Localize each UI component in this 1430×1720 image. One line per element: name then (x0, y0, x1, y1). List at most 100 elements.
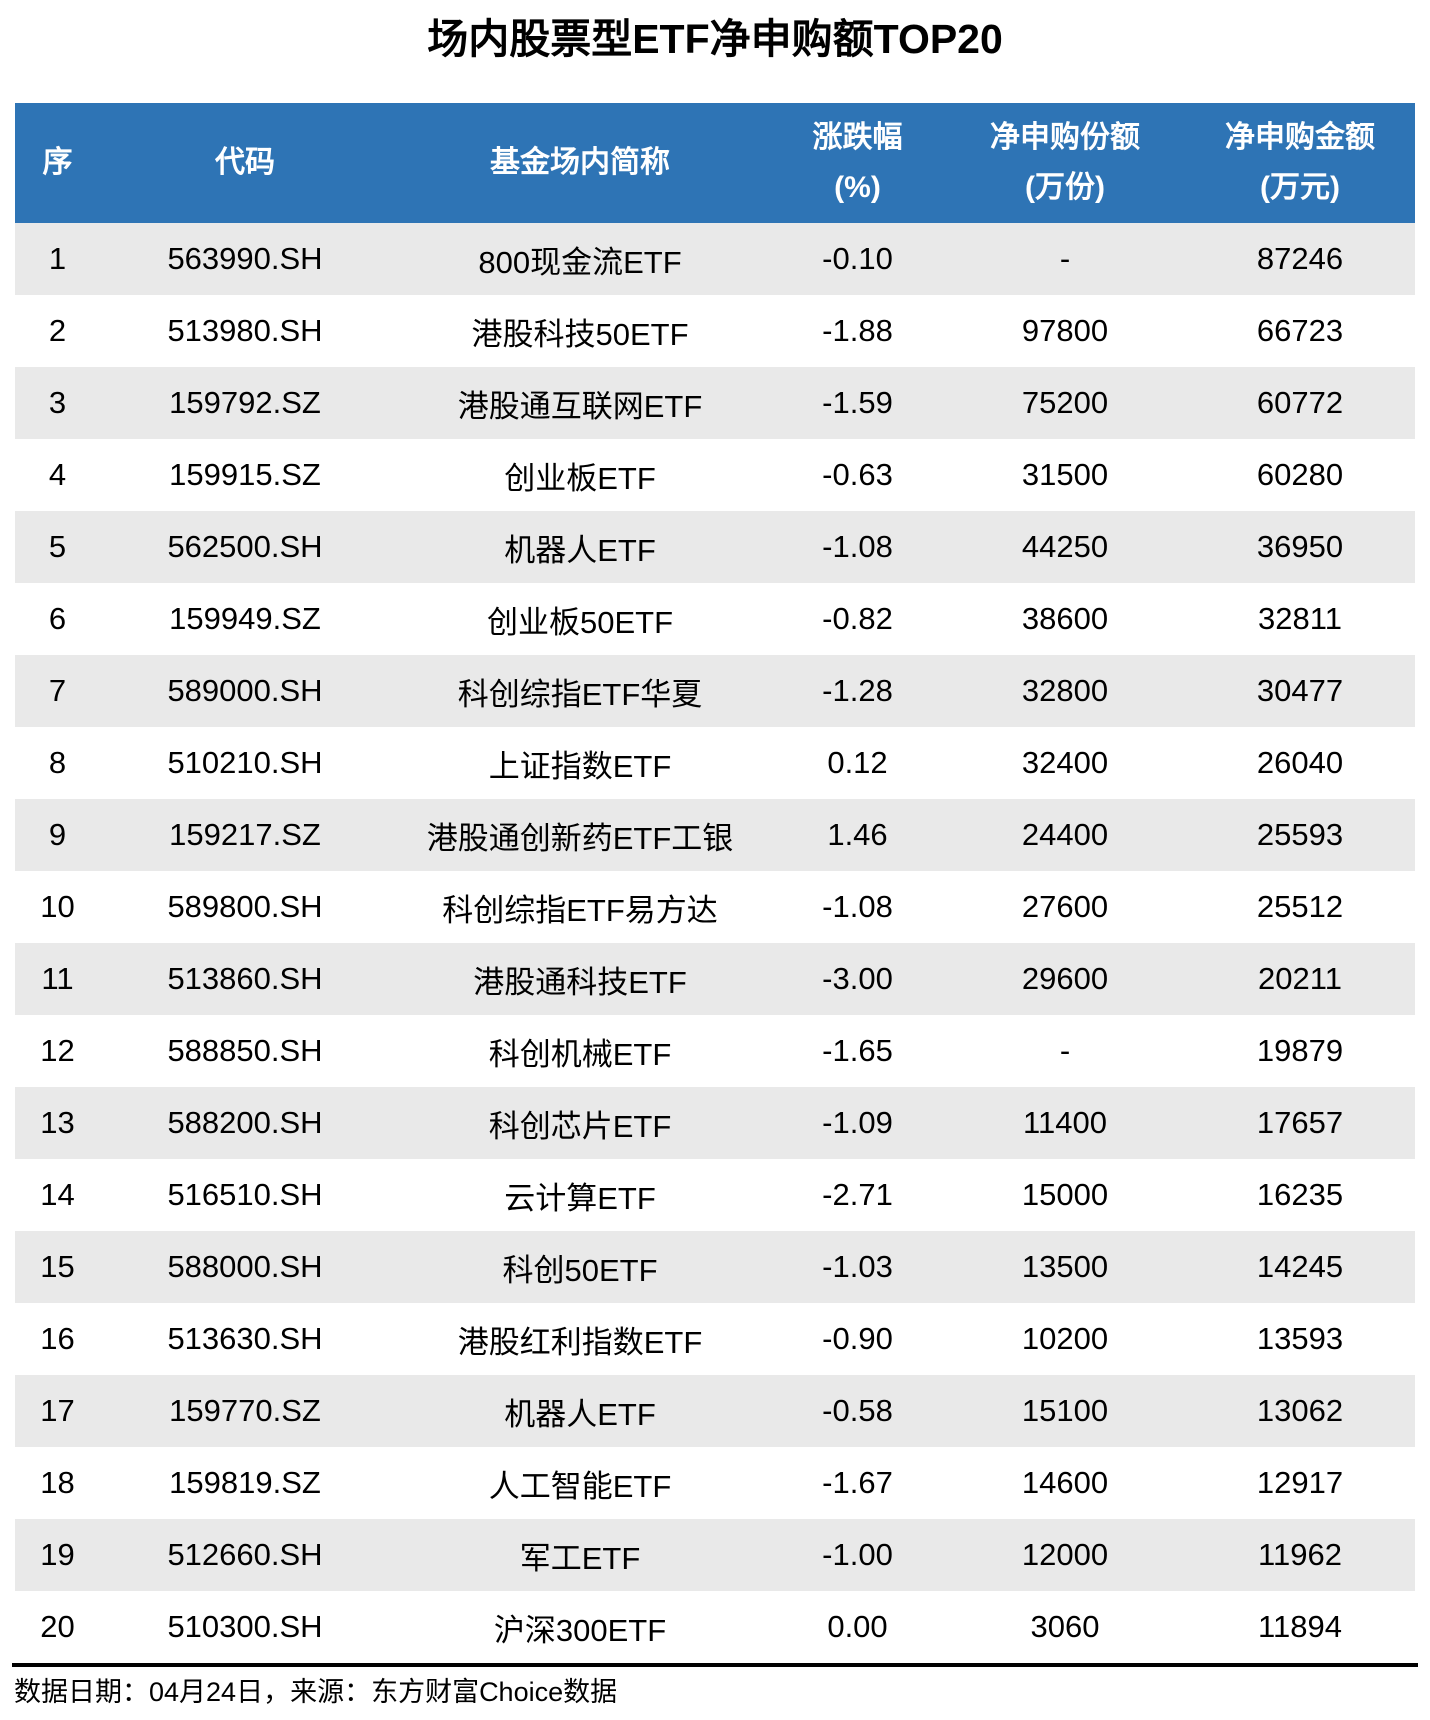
cell-amount: 11894 (1258, 1609, 1342, 1644)
cell-name: 港股通互联网ETF (457, 388, 703, 424)
cell-name: 港股通创新药ETF工银 (426, 820, 734, 856)
table-row: 8 510210.SH 上证指数ETF 0.12 32400 26040 (15, 727, 1415, 799)
cell-name: 港股通科技ETF (473, 964, 687, 1000)
cell-rank: 20 (40, 1609, 75, 1644)
col-header-amount: 净申购金额 (万元) (1185, 103, 1415, 223)
cell-amount: 16235 (1256, 1177, 1344, 1212)
cell-name: 机器人ETF (504, 532, 656, 568)
cell-change: -0.63 (822, 457, 893, 492)
cell-shares: 29600 (1021, 961, 1109, 996)
cell-code: 513630.SH (167, 1321, 323, 1356)
cell-shares: 75200 (1021, 385, 1109, 420)
cell-rank: 18 (40, 1465, 75, 1500)
cell-code: 562500.SH (167, 529, 323, 564)
cell-amount: 13062 (1256, 1393, 1344, 1428)
col-header-name: 基金场内简称 (390, 103, 770, 223)
table-row: 4 159915.SZ 创业板ETF -0.63 31500 60280 (15, 439, 1415, 511)
cell-shares: - (1059, 1033, 1071, 1068)
table-row: 2 513980.SH 港股科技50ETF -1.88 97800 66723 (15, 295, 1415, 367)
cell-change: -3.00 (822, 961, 893, 996)
cell-code: 510210.SH (167, 745, 323, 780)
cell-name: 科创综指ETF华夏 (457, 676, 703, 712)
cell-name: 创业板ETF (504, 460, 656, 496)
cell-shares: 32800 (1021, 673, 1109, 708)
cell-rank: 12 (40, 1033, 75, 1068)
table-row: 5 562500.SH 机器人ETF -1.08 44250 36950 (15, 511, 1415, 583)
cell-change: -0.10 (822, 241, 893, 276)
cell-name: 科创50ETF (502, 1252, 658, 1288)
cell-change: -1.65 (822, 1033, 893, 1068)
cell-name: 军工ETF (519, 1540, 641, 1576)
header-row: 序 代码 基金场内简称 涨跌幅 (%) 净申购份额 (万份) (15, 103, 1415, 223)
col-header-amount-unit: (万元) (1260, 171, 1340, 204)
cell-amount: 60280 (1256, 457, 1344, 492)
cell-code: 513860.SH (167, 961, 323, 996)
cell-rank: 6 (48, 601, 67, 636)
cell-change: -1.00 (822, 1537, 893, 1572)
table-row: 16 513630.SH 港股红利指数ETF -0.90 10200 13593 (15, 1303, 1415, 1375)
cell-change: -1.28 (822, 673, 893, 708)
cell-code: 563990.SH (167, 241, 323, 276)
table-row: 7 589000.SH 科创综指ETF华夏 -1.28 32800 30477 (15, 655, 1415, 727)
cell-amount: 60772 (1256, 385, 1344, 420)
cell-name: 机器人ETF (504, 1396, 656, 1432)
table-row: 6 159949.SZ 创业板50ETF -0.82 38600 32811 (15, 583, 1415, 655)
col-header-rank: 序 (15, 103, 100, 223)
cell-code: 589800.SH (167, 889, 323, 924)
col-header-code: 代码 (100, 103, 390, 223)
table-row: 1 563990.SH 800现金流ETF -0.10 - 87246 (15, 223, 1415, 295)
table-row: 17 159770.SZ 机器人ETF -0.58 15100 13062 (15, 1375, 1415, 1447)
cell-change: -1.88 (822, 313, 893, 348)
cell-name: 沪深300ETF (493, 1612, 667, 1648)
cell-shares: 15000 (1021, 1177, 1109, 1212)
cell-rank: 3 (48, 385, 67, 420)
col-header-change-label: 涨跌幅 (812, 121, 903, 154)
cell-code: 513980.SH (167, 313, 323, 348)
footer: 数据日期：04月24日，来源：东方财富Choice数据 (12, 1663, 1418, 1709)
cell-change: -2.71 (822, 1177, 893, 1212)
cell-code: 512660.SH (167, 1537, 323, 1572)
cell-change: -1.08 (822, 889, 893, 924)
col-header-name-label: 基金场内简称 (490, 146, 670, 179)
cell-shares: - (1059, 241, 1071, 276)
cell-shares: 14600 (1021, 1465, 1109, 1500)
cell-shares: 44250 (1021, 529, 1109, 564)
cell-shares: 24400 (1021, 817, 1109, 852)
cell-code: 589000.SH (167, 673, 323, 708)
cell-change: 0.00 (827, 1609, 888, 1644)
table-row: 9 159217.SZ 港股通创新药ETF工银 1.46 24400 25593 (15, 799, 1415, 871)
table-row: 11 513860.SH 港股通科技ETF -3.00 29600 20211 (15, 943, 1415, 1015)
cell-code: 588000.SH (167, 1249, 323, 1284)
cell-amount: 25593 (1256, 817, 1344, 852)
cell-code: 159819.SZ (169, 1465, 321, 1500)
cell-rank: 15 (40, 1249, 75, 1284)
page-title: 场内股票型ETF净申购额TOP20 (427, 16, 1003, 62)
cell-change: 0.12 (827, 745, 888, 780)
cell-amount: 12917 (1256, 1465, 1344, 1500)
cell-code: 588200.SH (167, 1105, 323, 1140)
cell-name: 创业板50ETF (486, 604, 674, 640)
col-header-code-label: 代码 (215, 146, 275, 179)
cell-change: -1.08 (822, 529, 893, 564)
cell-rank: 17 (40, 1393, 75, 1428)
cell-amount: 13593 (1256, 1321, 1344, 1356)
cell-amount: 32811 (1258, 601, 1342, 636)
cell-amount: 19879 (1256, 1033, 1344, 1068)
col-header-shares-unit: (万份) (1025, 171, 1105, 204)
cell-change: -0.90 (822, 1321, 893, 1356)
cell-code: 516510.SH (167, 1177, 323, 1212)
cell-rank: 14 (40, 1177, 75, 1212)
cell-name: 800现金流ETF (478, 244, 682, 280)
cell-code: 159770.SZ (169, 1393, 321, 1428)
cell-shares: 38600 (1021, 601, 1109, 636)
col-header-shares-label: 净申购份额 (990, 121, 1140, 154)
cell-name: 人工智能ETF (488, 1468, 672, 1504)
table-row: 3 159792.SZ 港股通互联网ETF -1.59 75200 60772 (15, 367, 1415, 439)
col-header-rank-label: 序 (42, 146, 73, 179)
cell-change: 1.46 (827, 817, 888, 852)
cell-name: 上证指数ETF (488, 748, 672, 784)
cell-amount: 25512 (1256, 889, 1344, 924)
cell-code: 159915.SZ (169, 457, 321, 492)
cell-shares: 13500 (1021, 1249, 1109, 1284)
